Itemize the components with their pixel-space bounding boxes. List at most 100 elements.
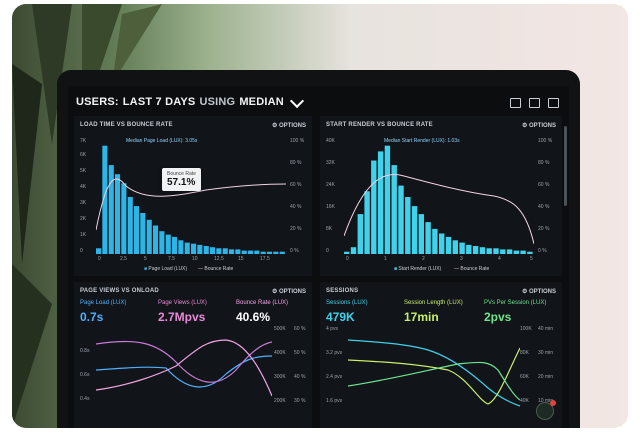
title-range: LAST 7 DAYS (122, 96, 196, 108)
page-load-line (96, 355, 272, 388)
y-tick: 4 pvs (326, 326, 338, 332)
histogram-bar (102, 145, 108, 254)
image-icon[interactable] (529, 98, 540, 108)
y-right-tick: 30 % (294, 398, 306, 404)
y-right-tick: 40 % (294, 374, 306, 380)
kpi-label: PVs Per Session (LUX) (484, 300, 547, 306)
histogram-bar (493, 248, 499, 254)
y-right-tick: 100 % (290, 138, 305, 144)
histogram-bar (452, 240, 458, 254)
x-tick: 15 (238, 256, 244, 262)
histogram-bar (371, 160, 377, 254)
histogram-bar (197, 244, 203, 254)
y-right-tick: 20 % (290, 226, 302, 232)
histogram-bar (391, 165, 397, 254)
laptop: USERS: LAST 7 DAYS USING MEDIAN LOAD TIM… (57, 70, 580, 428)
histogram-bar (411, 206, 418, 254)
dashboard-title[interactable]: USERS: LAST 7 DAYS USING MEDIAN (76, 93, 304, 108)
histogram-bar (241, 250, 247, 254)
dashboard-screen: USERS: LAST 7 DAYS USING MEDIAN LOAD TIM… (68, 86, 569, 428)
kpi-label: Sessions (LUX) (326, 300, 368, 306)
histogram-bar (405, 197, 411, 254)
legend-line-icon: — (198, 266, 203, 272)
y-tick: 3K (80, 200, 87, 206)
y-right-tick: 300K (274, 374, 286, 380)
page-views-line (96, 340, 272, 383)
histogram-bar (178, 240, 184, 254)
y-tick: 0 (326, 248, 329, 254)
histogram-bar (203, 246, 209, 254)
y-tick: 0 (80, 248, 83, 254)
histogram-bar (398, 185, 404, 254)
options-button[interactable]: ⚙ OPTIONS (271, 123, 306, 129)
y-right-tick: 40 % (538, 204, 550, 210)
x-tick: 4 (498, 256, 501, 262)
y-right-tick: 60K (520, 374, 529, 380)
kpi-label: Page Views (LUX) (158, 300, 207, 306)
legend-square-icon: ■ (394, 266, 398, 272)
y-right-tick: 40K (520, 398, 529, 404)
y-right-tick: 80 % (538, 160, 550, 166)
notification-badge (550, 400, 556, 406)
panel-sessions: SESSIONS ⚙ OPTIONS Sessions (LUX) 479K S… (320, 282, 562, 428)
chevron-down-icon[interactable] (289, 93, 304, 108)
start-render-chart (344, 145, 534, 254)
x-tick: 1 (384, 256, 387, 262)
histogram-bar (222, 248, 228, 254)
histogram-bar (364, 191, 370, 254)
chat-icon[interactable] (536, 400, 556, 420)
kpi-value: 0.7s (80, 310, 104, 324)
y-right-tick: 30 min (538, 350, 554, 356)
histogram-bar (344, 251, 350, 254)
y-tick: 8K (326, 226, 333, 232)
panel-page-views: PAGE VIEWS VS ONLOAD ⚙ OPTIONS Page Load… (74, 282, 312, 428)
kpi-label: Page Load (LUX) (80, 300, 127, 306)
bounce-rate-line (96, 178, 286, 231)
y-tick: 16K (326, 204, 335, 210)
histogram-bar (267, 251, 273, 254)
sessions-chart (348, 339, 520, 407)
y-tick: 2.4 pvs (326, 374, 343, 380)
title-users: USERS: (76, 96, 119, 108)
session-length-line (348, 347, 520, 405)
panel-load-time: LOAD TIME VS BOUNCE RATE ⚙ OPTIONS Media… (74, 116, 312, 276)
panel-start-render: START RENDER VS BOUNCE RATE ⚙ OPTIONS Me… (320, 116, 562, 276)
histogram-bar (115, 174, 121, 254)
tooltip-value: 57.1% (167, 177, 196, 188)
options-button[interactable]: ⚙ OPTIONS (521, 289, 556, 295)
monitor-icon[interactable] (510, 98, 521, 108)
options-button[interactable]: ⚙ OPTIONS (521, 123, 556, 129)
y-right-tick: 0 % (290, 248, 299, 254)
kpi-value: 479K (326, 310, 355, 324)
x-tick: 12.5 (214, 256, 224, 262)
histogram-bar (466, 244, 472, 254)
panel-title: PAGE VIEWS VS ONLOAD (80, 288, 159, 294)
scrollbar[interactable] (564, 126, 567, 206)
histogram-bar (216, 248, 222, 254)
bounce-rate-line (96, 339, 272, 397)
histogram-bar (191, 243, 197, 254)
y-right-tick: 60 % (538, 182, 550, 188)
histogram-bar (248, 250, 254, 254)
title-median: MEDIAN (239, 96, 284, 108)
y-tick: 4K (80, 184, 87, 190)
x-tick: 2 (422, 256, 425, 262)
y-right-tick: 80 % (290, 160, 302, 166)
histogram-bar (459, 242, 465, 254)
histogram-bar (486, 248, 492, 254)
histogram-bar (121, 183, 127, 254)
x-tick: 5 (144, 256, 147, 262)
panel-title: LOAD TIME VS BOUNCE RATE (80, 122, 173, 128)
help-icon[interactable] (548, 98, 559, 108)
kpi-label: Bounce Rate (LUX) (236, 300, 289, 306)
legend-start-render: Start Render (LUX) (398, 266, 442, 272)
y-right-tick: 500K (274, 326, 286, 332)
y-right-tick: 40 min (538, 326, 554, 332)
histogram-bar (134, 206, 140, 254)
options-button[interactable]: ⚙ OPTIONS (271, 289, 306, 295)
histogram-bar (357, 214, 363, 254)
histogram-bar (127, 197, 133, 254)
title-using: USING (199, 96, 236, 108)
y-tick: 0.6s (80, 372, 90, 378)
histogram-bar (165, 234, 171, 254)
